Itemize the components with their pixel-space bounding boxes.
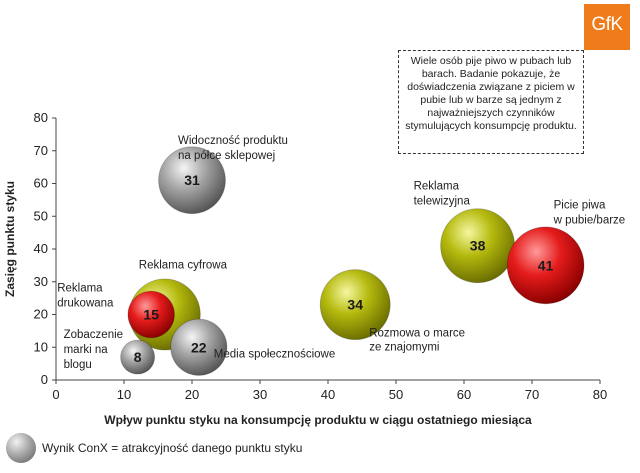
bubble-value-label: 41 bbox=[538, 257, 554, 273]
bubble-name-label: Widoczność produktu na półce sklepowej bbox=[178, 135, 288, 162]
gfk-logo: GfK bbox=[584, 4, 630, 50]
callout-box: Wiele osób pije piwo w pubach lub barach… bbox=[398, 50, 584, 154]
x-tick-label: 0 bbox=[52, 387, 59, 402]
y-tick-label: 40 bbox=[34, 241, 48, 256]
x-tick-label: 80 bbox=[593, 387, 607, 402]
y-tick-label: 10 bbox=[34, 339, 48, 354]
x-axis-title: Wpływ punktu styku na konsumpcję produkt… bbox=[104, 413, 532, 427]
x-tick-label: 60 bbox=[457, 387, 471, 402]
bubble-value-label: 38 bbox=[470, 238, 486, 254]
bubble-name-label: Reklama drukowana bbox=[57, 283, 114, 310]
bubble-name-label: Media społecznościowe bbox=[214, 348, 335, 360]
legend-bubble-swatch bbox=[6, 433, 36, 463]
x-tick-label: 10 bbox=[117, 387, 131, 402]
bubble-name-label: Rozmowa o marce ze znajomymi bbox=[369, 328, 465, 354]
legend: Wynik ConX = atrakcyjność danego punktu … bbox=[6, 432, 302, 464]
bubble-value-label: 34 bbox=[347, 297, 363, 313]
logo-text: GfK bbox=[591, 14, 623, 35]
y-tick-label: 50 bbox=[34, 208, 48, 223]
bubble bbox=[158, 146, 226, 215]
bubble-value-label: 15 bbox=[143, 307, 159, 323]
y-tick-label: 60 bbox=[34, 176, 48, 191]
y-tick-label: 20 bbox=[34, 307, 48, 322]
x-tick-label: 50 bbox=[389, 387, 403, 402]
bubble-name-label: Reklama telewizyjna bbox=[414, 181, 471, 208]
bubble-value-label: 31 bbox=[184, 172, 200, 188]
bubble-value-label: 22 bbox=[191, 339, 207, 355]
x-tick-label: 30 bbox=[253, 387, 267, 402]
x-tick-label: 20 bbox=[185, 387, 199, 402]
bubble bbox=[127, 290, 175, 339]
bubble bbox=[319, 269, 391, 341]
bubble-name-label: Zobaczenie marki na blogu bbox=[64, 329, 123, 371]
y-tick-label: 0 bbox=[41, 372, 48, 387]
bubble bbox=[120, 339, 155, 375]
y-tick-label: 70 bbox=[34, 143, 48, 158]
x-tick-label: 70 bbox=[525, 387, 539, 402]
y-tick-label: 80 bbox=[34, 110, 48, 125]
bubble bbox=[506, 226, 585, 305]
y-tick-label: 30 bbox=[34, 274, 48, 289]
bubble bbox=[170, 318, 228, 376]
legend-text: Wynik ConX = atrakcyjność danego punktu … bbox=[42, 441, 303, 455]
bubble-value-label: 8 bbox=[134, 349, 142, 365]
y-axis-title: Zasięg punktu styku bbox=[3, 181, 17, 297]
bubble-name-label: Reklama cyfrowa bbox=[139, 260, 228, 272]
x-tick-label: 40 bbox=[321, 387, 335, 402]
bubble-name-label: Picie piwa w pubie/barze bbox=[553, 199, 626, 226]
